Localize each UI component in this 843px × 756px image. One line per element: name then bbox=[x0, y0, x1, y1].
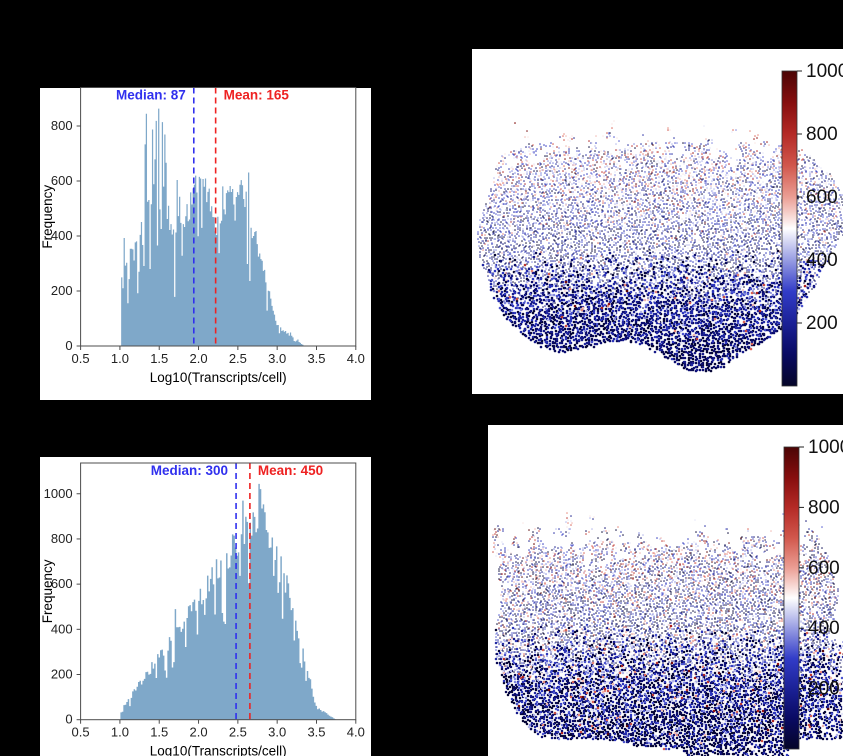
svg-text:200: 200 bbox=[51, 667, 73, 682]
svg-text:Mean: 450: Mean: 450 bbox=[258, 463, 323, 478]
svg-text:3.0: 3.0 bbox=[268, 351, 286, 366]
svg-text:1000: 1000 bbox=[808, 437, 843, 458]
svg-text:600: 600 bbox=[808, 558, 840, 579]
svg-text:Median: 300: Median: 300 bbox=[151, 463, 228, 478]
svg-text:3.5: 3.5 bbox=[307, 725, 325, 740]
svg-text:800: 800 bbox=[51, 118, 73, 133]
svg-text:200: 200 bbox=[808, 679, 840, 700]
svg-text:2.0: 2.0 bbox=[190, 725, 208, 740]
svg-text:1000: 1000 bbox=[806, 61, 843, 82]
svg-text:Frequency: Frequency bbox=[40, 185, 55, 249]
svg-text:Log10(Transcripts/cell): Log10(Transcripts/cell) bbox=[150, 744, 287, 756]
svg-text:0.5: 0.5 bbox=[72, 351, 90, 366]
svg-text:1.5: 1.5 bbox=[150, 351, 168, 366]
svg-text:2.0: 2.0 bbox=[190, 351, 208, 366]
svg-text:800: 800 bbox=[806, 124, 838, 145]
svg-text:600: 600 bbox=[806, 187, 838, 208]
svg-text:Log10(Transcripts/cell): Log10(Transcripts/cell) bbox=[150, 370, 287, 385]
svg-text:3.5: 3.5 bbox=[307, 351, 325, 366]
svg-text:Median: 87: Median: 87 bbox=[116, 88, 186, 103]
svg-text:2.5: 2.5 bbox=[229, 351, 247, 366]
svg-text:4.0: 4.0 bbox=[347, 351, 365, 366]
svg-text:4.0: 4.0 bbox=[347, 725, 365, 740]
svg-text:200: 200 bbox=[806, 313, 838, 334]
svg-text:0.5: 0.5 bbox=[72, 725, 90, 740]
svg-text:2.5: 2.5 bbox=[229, 725, 247, 740]
svg-text:200: 200 bbox=[51, 283, 73, 298]
svg-text:Mean: 165: Mean: 165 bbox=[224, 88, 290, 103]
svg-text:800: 800 bbox=[808, 497, 840, 518]
svg-text:1.0: 1.0 bbox=[111, 351, 129, 366]
svg-text:400: 400 bbox=[806, 250, 838, 271]
svg-text:800: 800 bbox=[51, 531, 73, 546]
svg-text:1.0: 1.0 bbox=[111, 725, 129, 740]
svg-text:3.0: 3.0 bbox=[268, 725, 286, 740]
svg-text:Frequency: Frequency bbox=[40, 559, 55, 623]
svg-text:1000: 1000 bbox=[44, 486, 73, 501]
svg-text:1.5: 1.5 bbox=[150, 725, 168, 740]
svg-text:400: 400 bbox=[808, 618, 840, 639]
